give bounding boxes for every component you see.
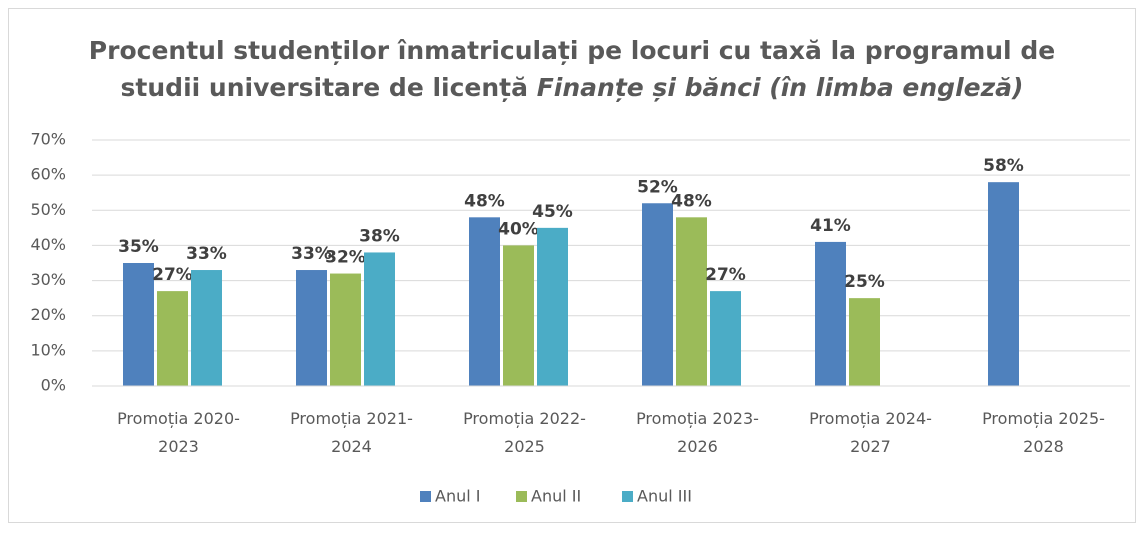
data-label: 35%	[118, 237, 159, 257]
x-tick-line: 2025	[504, 437, 545, 456]
bar	[364, 252, 395, 386]
bar	[191, 270, 222, 386]
bar	[503, 245, 534, 386]
legend-swatch	[622, 491, 633, 502]
x-tick-line: 2027	[850, 437, 891, 456]
bar	[676, 217, 707, 386]
data-label: 33%	[186, 244, 227, 264]
bar	[157, 291, 188, 386]
x-tick-line: 2026	[677, 437, 718, 456]
data-label: 48%	[464, 191, 505, 211]
bar	[710, 291, 741, 386]
x-tick-label: Promoția 2020- 2023	[117, 409, 240, 456]
x-tick-label: Promoția 2024- 2027	[809, 409, 932, 456]
legend-label: Anul II	[531, 487, 581, 506]
bar	[296, 270, 327, 386]
y-tick-label: 10%	[30, 340, 66, 359]
x-tick-line: Promoția 2021-	[290, 409, 413, 428]
data-label: 38%	[359, 226, 400, 246]
data-label: 45%	[532, 202, 573, 222]
bar	[469, 217, 500, 386]
x-tick-line: 2024	[331, 437, 372, 456]
bar	[123, 263, 154, 386]
legend-label: Anul III	[637, 487, 692, 506]
x-tick-label: Promoția 2021- 2024	[290, 409, 413, 456]
chart-title-part: studii universitare de licență	[121, 73, 528, 102]
bar	[537, 227, 568, 386]
bar	[642, 203, 673, 386]
y-tick-label: 50%	[30, 200, 66, 219]
legend-label: Anul I	[435, 487, 480, 506]
x-tick-line: 2028	[1023, 437, 1064, 456]
chart-border	[8, 8, 1136, 523]
legend-swatch	[516, 491, 527, 502]
x-tick-line: 2023	[158, 437, 199, 456]
data-label: 33%	[291, 244, 332, 264]
y-tick-label: 40%	[30, 235, 66, 254]
data-label: 52%	[637, 177, 678, 197]
legend-swatch	[420, 491, 431, 502]
y-tick-label: 0%	[41, 376, 66, 395]
data-label: 25%	[844, 272, 885, 292]
y-tick-label: 30%	[30, 270, 66, 289]
data-label: 40%	[498, 219, 539, 239]
y-tick-label: 60%	[30, 165, 66, 184]
y-tick-label: 70%	[30, 130, 66, 149]
x-tick-line: Promoția 2022-	[463, 409, 586, 428]
bar	[988, 182, 1019, 386]
x-tick-line: Promoția 2020-	[117, 409, 240, 428]
x-tick-line: Promoția 2025-	[982, 409, 1105, 428]
x-tick-line: Promoția 2024-	[809, 409, 932, 428]
x-tick-label: Promoția 2023- 2026	[636, 409, 759, 456]
bar	[330, 273, 361, 386]
data-label: 41%	[810, 216, 851, 236]
chart-title: Procentul studenților înmatriculați pe l…	[89, 36, 1055, 65]
chart-title-emphasis: Finanțe și bănci (în limba engleză)	[537, 73, 1024, 102]
x-tick-line: Promoția 2023-	[636, 409, 759, 428]
data-label: 32%	[325, 248, 366, 268]
x-tick-label: Promoția 2022- 2025	[463, 409, 586, 456]
data-label: 48%	[671, 191, 712, 211]
chart-title: studii universitare de licență Finanțe ș…	[121, 73, 1024, 102]
x-tick-label: Promoția 2025- 2028	[982, 409, 1105, 456]
y-tick-label: 20%	[30, 305, 66, 324]
data-label: 27%	[152, 265, 193, 285]
bar	[849, 298, 880, 386]
data-label: 27%	[705, 265, 746, 285]
data-label: 58%	[983, 156, 1024, 176]
bar	[815, 241, 846, 386]
